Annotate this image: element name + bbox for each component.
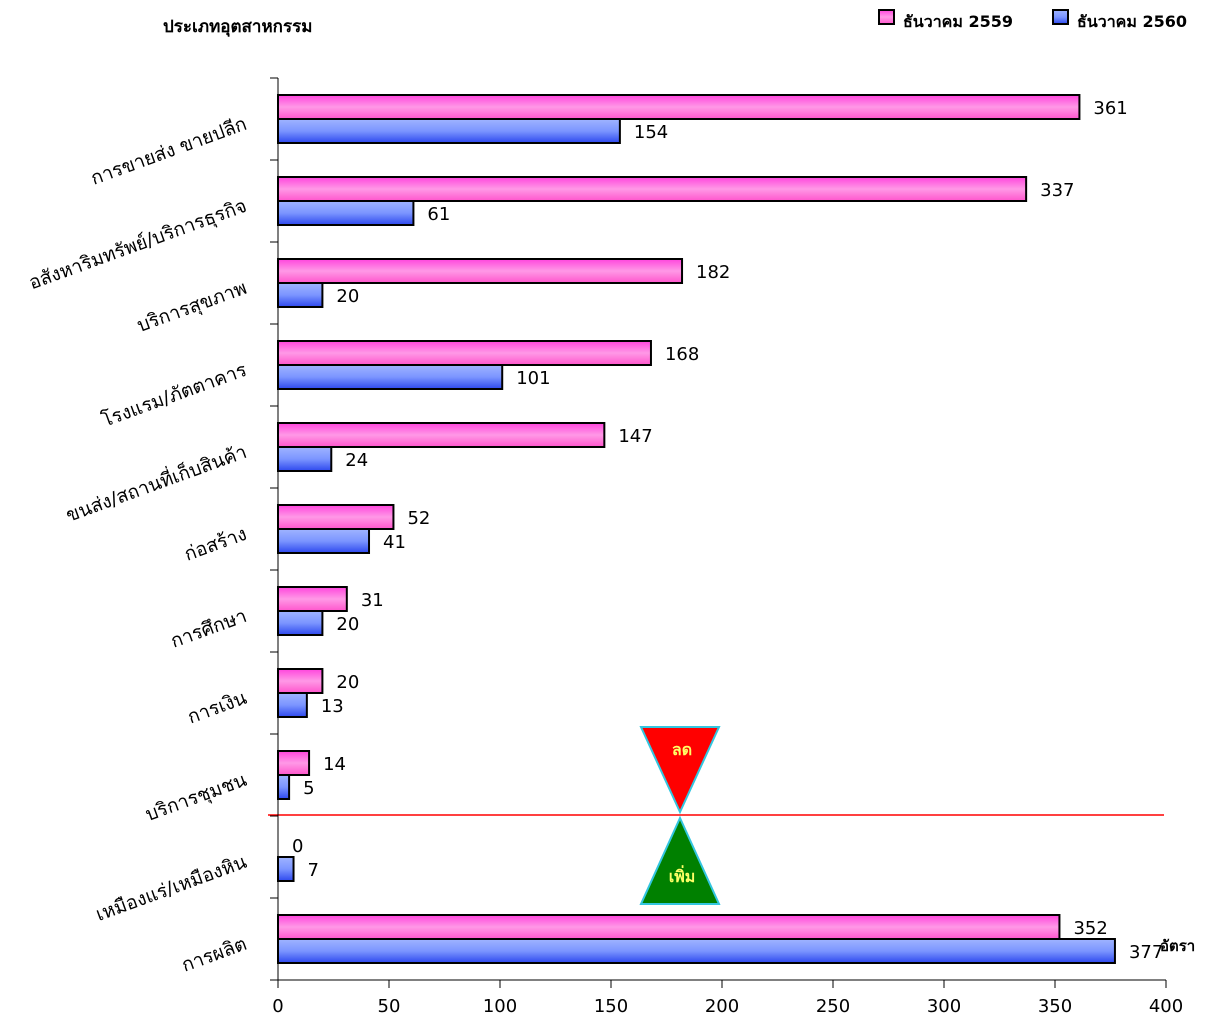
bar-2559 xyxy=(277,586,348,612)
value-label: 168 xyxy=(665,344,699,365)
category-label: บริการสุขภาพ xyxy=(134,277,250,338)
legend-swatch-2559 xyxy=(878,9,895,25)
legend-swatch-2560 xyxy=(1052,9,1069,25)
category-label: การศึกษา xyxy=(168,605,250,653)
category-label: โรงแรม/ภัตตาคาร xyxy=(99,358,250,432)
value-label: 101 xyxy=(516,368,550,389)
value-label: 41 xyxy=(383,532,406,553)
x-axis-label: อัตรา xyxy=(1160,937,1195,955)
category-label: การเงิน xyxy=(185,687,250,729)
value-label: 361 xyxy=(1093,98,1127,119)
legend-label-2560: ธันวาคม 2560 xyxy=(1077,12,1187,31)
category-label: เหมืองแร่/เหมืองหิน xyxy=(93,851,250,926)
bar-2560 xyxy=(277,282,324,308)
value-label: 20 xyxy=(336,614,359,635)
value-label: 337 xyxy=(1040,180,1074,201)
bar-2560 xyxy=(277,938,1116,964)
x-tick-label: 250 xyxy=(816,996,850,1017)
bar-2560 xyxy=(277,856,295,882)
category-label: อสังหาริมทรัพย์/บริการธุรกิจ xyxy=(26,195,250,295)
value-label: 182 xyxy=(696,262,730,283)
value-label: 147 xyxy=(618,426,652,447)
value-label: 5 xyxy=(303,778,314,799)
bar-2559 xyxy=(277,504,395,530)
bar-2559 xyxy=(277,668,324,694)
value-label: 61 xyxy=(427,204,450,225)
category-label: บริการชุมชน xyxy=(143,769,250,827)
value-label: 20 xyxy=(336,286,359,307)
legend: ธันวาคม 2559 ธันวาคม 2560 xyxy=(878,9,1187,31)
x-tick-label: 0 xyxy=(272,996,283,1017)
x-tick-label: 400 xyxy=(1149,996,1183,1017)
increase-marker: เพิ่ม xyxy=(639,815,721,905)
bar-2559 xyxy=(277,340,652,366)
x-tick-label: 50 xyxy=(378,996,401,1017)
x-tick-label: 350 xyxy=(1038,996,1072,1017)
bar-2560 xyxy=(277,118,621,144)
value-label: 154 xyxy=(634,122,668,143)
bar-2559 xyxy=(277,750,311,776)
category-label: ขนส่ง/สถานที่เก็บสินค้า xyxy=(62,438,250,527)
value-label: 14 xyxy=(323,754,346,775)
chart-title: ประเภทอุตสาหกรรม xyxy=(163,17,312,37)
bar-2560 xyxy=(277,774,291,800)
value-label: 7 xyxy=(308,860,319,881)
increase-label: เพิ่ม xyxy=(669,865,696,886)
value-label: 20 xyxy=(336,672,359,693)
value-label: 377 xyxy=(1129,942,1163,963)
value-label: 352 xyxy=(1073,918,1107,939)
decrease-label: ลด xyxy=(672,740,692,759)
bar-2560 xyxy=(277,200,415,226)
increase-triangle-icon xyxy=(639,815,721,905)
x-tick-label: 100 xyxy=(483,996,517,1017)
x-tick-label: 150 xyxy=(594,996,628,1017)
bar-2560 xyxy=(277,364,504,390)
legend-label-2559: ธันวาคม 2559 xyxy=(903,12,1013,31)
x-tick-label: 300 xyxy=(927,996,961,1017)
bar-2560 xyxy=(277,692,308,718)
value-label: 0 xyxy=(292,836,303,857)
bar-2559 xyxy=(277,914,1061,940)
value-label: 52 xyxy=(407,508,430,529)
decrease-triangle-icon xyxy=(639,726,721,815)
bar-2560 xyxy=(277,528,371,554)
category-label: การขายส่ง ขายปลีก xyxy=(88,113,250,190)
bar-2559 xyxy=(277,422,606,448)
x-tick-label: 200 xyxy=(705,996,739,1017)
bar-2559 xyxy=(277,258,684,284)
bar-2559 xyxy=(277,94,1081,120)
value-label: 13 xyxy=(321,696,344,717)
value-label: 24 xyxy=(345,450,368,471)
bar-2560 xyxy=(277,610,324,636)
category-label: ก่อสร้าง xyxy=(181,523,249,566)
bar-2560 xyxy=(277,446,333,472)
decrease-marker: ลด xyxy=(639,726,721,815)
value-label: 31 xyxy=(361,590,384,611)
category-label: การผลิต xyxy=(179,933,250,977)
bar-2559 xyxy=(277,176,1028,202)
